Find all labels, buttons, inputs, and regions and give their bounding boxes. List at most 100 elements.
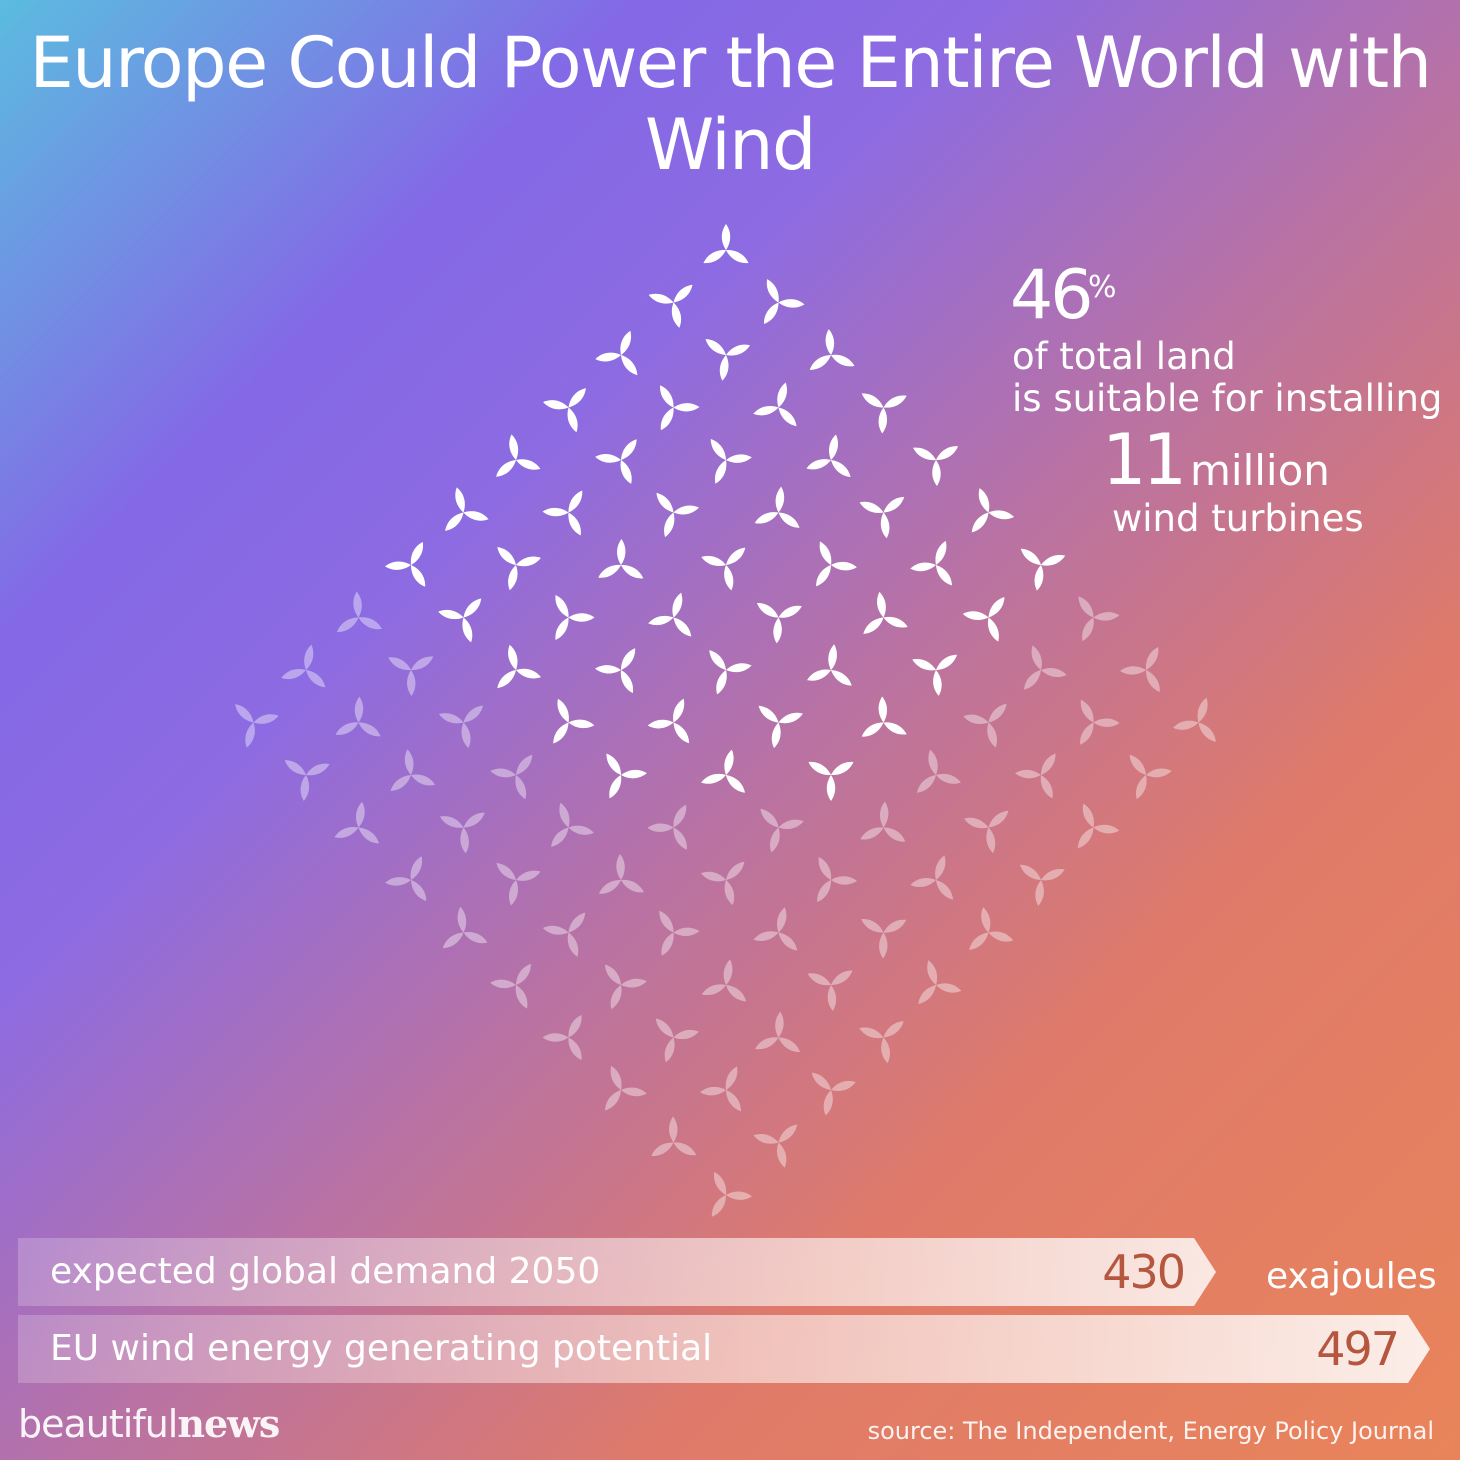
turbine-blade [726, 861, 745, 880]
turbine-blade [778, 1037, 801, 1053]
wind-turbine-icon-faded [700, 861, 745, 906]
wind-turbine-icon-highlighted [595, 648, 636, 694]
turbine-blade [385, 561, 411, 570]
turbine-blade [932, 460, 941, 486]
wind-turbine-icon-faded [711, 1171, 752, 1217]
turbine-blade [358, 722, 381, 737]
demand-bar-value: 430 [1102, 1245, 1186, 1299]
turbine-blade [659, 910, 674, 933]
wind-turbine-icon-faded [861, 919, 907, 959]
turbine-blade [700, 871, 726, 882]
turbine-blade [1198, 722, 1216, 742]
turbine-blade [703, 249, 726, 264]
turbine-blade [407, 670, 416, 696]
wind-turbine-icon-faded [651, 1116, 697, 1156]
wind-turbine-icon-faded [1120, 647, 1160, 693]
turbine-blade [358, 827, 379, 844]
wind-turbine-icon-highlighted [542, 490, 583, 536]
turbine-blade [568, 1037, 582, 1061]
wind-turbine-icon-faded [1077, 803, 1120, 849]
potential-bar-shape [18, 1315, 1430, 1383]
turbine-blade [777, 382, 787, 408]
turbine-blade [1093, 718, 1120, 727]
turbine-blade [445, 512, 464, 531]
turbine-blade [1173, 720, 1199, 730]
wind-turbine-icon-highlighted [595, 439, 637, 484]
turbine-blade [709, 650, 726, 670]
wind-turbine-icon-faded [753, 1124, 798, 1168]
turbine-blade [609, 775, 622, 799]
turbine-blade [568, 1014, 582, 1038]
wind-turbine-icon-faded [235, 704, 279, 748]
turbine-blade [1077, 827, 1094, 849]
turbine-blade [568, 912, 586, 933]
turbine-blade [620, 670, 634, 694]
turbine-blade [595, 352, 621, 362]
turbine-blade [756, 602, 779, 618]
wind-turbine-icon-highlighted [497, 644, 541, 689]
turbine-blade [918, 985, 936, 1005]
turbine-blade [411, 774, 436, 786]
turbine-blade [726, 985, 747, 1002]
turbine-blade [673, 927, 700, 937]
wind-turbine-icon-highlighted [701, 547, 746, 591]
turbine-blade [936, 983, 962, 993]
turbine-blade [334, 826, 359, 838]
turbine-blade [806, 459, 831, 470]
turbine-blade [883, 722, 907, 735]
turbine-blade [463, 598, 482, 618]
brand-logo: beautifulnews [18, 1400, 280, 1448]
turbine-blade [568, 825, 594, 835]
turbine-blade [621, 564, 644, 579]
turbine-blade [928, 749, 938, 775]
wind-turbine-icon-faded [390, 749, 436, 792]
turbine-blade [490, 768, 516, 778]
turbine-blade [647, 719, 674, 729]
turbine-blade [721, 224, 731, 250]
turbine-blade [819, 541, 832, 565]
wind-turbine-icon-highlighted [912, 654, 958, 696]
turbine-blade [724, 749, 734, 775]
wind-turbine-icon-highlighted [913, 446, 959, 486]
wind-turbine-icon-faded [542, 912, 586, 957]
turbine-blade [724, 880, 735, 906]
turbine-blade [883, 1021, 904, 1038]
wind-turbine-icon-faded [334, 801, 379, 844]
wind-turbine-icon-faded [811, 1072, 856, 1116]
turbine-blade [771, 722, 781, 749]
turbine-blade [831, 561, 857, 571]
turbine-blade [672, 592, 683, 618]
turbine-blade [388, 657, 411, 671]
turbine-blade [778, 605, 802, 618]
turbine-blade [701, 984, 726, 996]
demand-bar-label: expected global demand 2050 [50, 1251, 601, 1292]
wind-turbine-icon-highlighted [543, 388, 586, 433]
turbine-blade [807, 669, 831, 681]
turbine-blade [816, 565, 831, 587]
turbine-blade [723, 959, 733, 985]
turbine-blade [410, 565, 426, 587]
turbine-blade [463, 705, 484, 723]
turbine-blade [496, 460, 516, 477]
wind-turbine-icon-highlighted [807, 644, 852, 686]
turbine-blade [616, 854, 625, 880]
demand-bar-shape [18, 1238, 1216, 1306]
turbine-blade [567, 407, 578, 433]
potential-bar-fill [18, 1315, 1430, 1383]
turbine-blade [881, 1037, 890, 1064]
turbine-blade [509, 434, 519, 460]
turbine-blade [620, 648, 636, 670]
turbine-blade [673, 284, 693, 303]
turbine-blade [1019, 864, 1041, 880]
turbine-blade [496, 862, 516, 880]
turbine-blade [988, 810, 1009, 828]
turbine-blade [621, 769, 647, 779]
turbine-blade [716, 670, 727, 695]
wind-turbine-icon-faded [916, 749, 961, 793]
turbine-blade [664, 512, 675, 538]
turbine-blade [825, 329, 835, 355]
turbine-blade [726, 775, 746, 793]
turbine-blade [567, 932, 579, 957]
turbine-blade [410, 541, 424, 565]
turbine-blade [463, 511, 489, 521]
